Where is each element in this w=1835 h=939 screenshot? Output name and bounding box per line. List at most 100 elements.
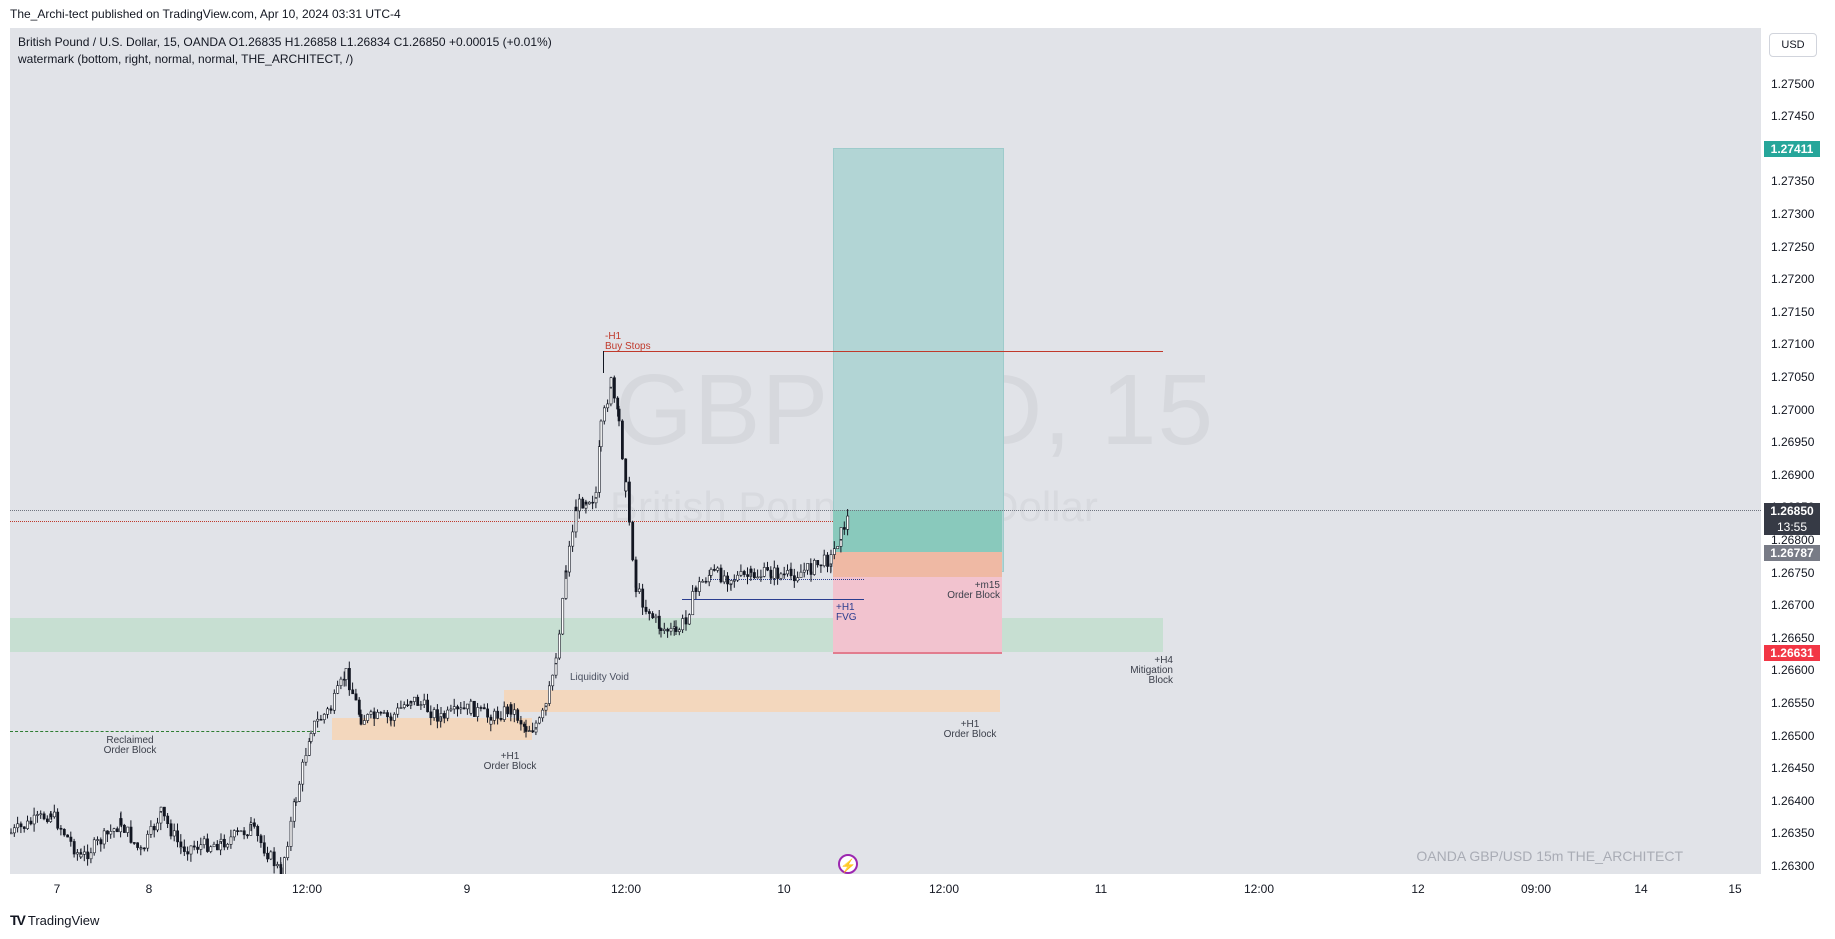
candle-body [12,827,16,834]
chart-area[interactable]: GBPUSD, 15 British Pound / U.S. Dollar -… [10,28,1761,874]
candle-body [472,700,476,717]
time-axis[interactable]: 7 8 12:00 9 12:00 10 12:00 11 12:00 12 09:00 14 15 [10,874,1761,904]
candle-body [246,834,249,837]
candle-body [687,614,691,625]
candle-body [561,598,565,635]
top-bar: The_Archi-tect published on TradingView.… [0,0,1835,28]
candle-body [537,717,541,724]
candle-body [262,842,266,854]
flash-icon[interactable]: ⚡ [838,854,858,874]
order-block-zone-right[interactable] [504,690,1000,712]
fvg-line[interactable] [682,599,864,600]
candle-body [232,830,236,838]
price-tick: 1.27300 [1771,207,1815,221]
candle-body [402,704,406,708]
candle-body [617,408,621,422]
candle-body [749,568,753,573]
candle-body [836,546,840,550]
price-tick: 1.26800 [1771,533,1815,547]
price-tick: 1.27050 [1771,370,1815,384]
candle-body [709,568,713,576]
candle-body [701,580,705,583]
candle-body [637,588,641,592]
price-tick: 1.26700 [1771,598,1815,613]
candle-body [832,548,836,555]
candle-body [72,841,76,855]
candle-body [506,706,510,715]
candle-body [452,706,456,710]
candle-body [666,628,670,632]
order-block-zone-left[interactable] [332,718,532,740]
candle-body [357,699,361,715]
candles[interactable] [10,28,1761,874]
entry-highlight [833,510,1002,553]
reclaimed-ob-line[interactable] [10,731,320,732]
candle-body [429,711,433,719]
candle-body [382,712,386,714]
candle-body [799,571,803,578]
candle-body [96,839,100,841]
candle-body [169,823,173,837]
currency-button[interactable]: USD [1769,33,1817,57]
candle-body [186,851,190,855]
price-tick: 1.26750 [1771,565,1815,580]
buy-stops-tick [603,351,604,373]
buy-stops-line[interactable] [603,351,1163,352]
price-tick: 1.27500 [1771,76,1815,91]
candle-body [119,818,123,826]
candle-body [209,846,213,852]
candle-body [524,726,528,732]
candle-body [584,501,588,505]
candle-body [16,823,20,829]
candle-body [163,806,166,817]
fvg-dotted-line [710,579,864,580]
buy-stops-label: -H1 Buy Stops [605,331,651,352]
candle-body [707,575,711,583]
candle-body [544,703,548,707]
legend-indicator-line: watermark (bottom, right, normal, normal… [18,52,354,66]
candle-body [39,813,43,816]
candle-body [599,420,603,447]
candle-body [742,571,746,575]
candle-body [286,846,290,858]
candle-body [196,846,200,850]
candle-body [512,709,516,715]
candle-body [509,704,513,715]
candle-body [42,813,46,820]
candle-body [627,481,631,523]
candle-body [842,527,846,530]
tradingview-logo[interactable]: TV TradingView [10,912,99,928]
candle-body [223,838,226,848]
candle-body [156,822,160,831]
candle-body [159,806,163,812]
candle-body [647,611,651,614]
candle-body [319,718,323,721]
candle-body [739,571,743,576]
candle-body [419,704,423,706]
candle-body [183,846,186,852]
time-tick: 9 [463,882,471,896]
price-tick: 1.26600 [1771,663,1815,678]
candle-body [499,718,503,720]
candle-body [659,628,663,631]
candle-body [369,711,373,715]
candle-body [616,397,620,410]
candle-body [276,864,279,867]
candle-body [59,827,63,830]
candle-body [612,377,616,399]
candle-body [426,699,430,713]
candle-body [301,761,305,785]
candle-body [577,498,581,512]
candle-body [83,851,86,855]
candle-body [641,588,645,608]
time-tick: 12:00 [928,882,960,896]
target-zone[interactable] [833,148,1004,572]
candle-body [49,813,53,818]
candle-body [846,515,850,530]
candle-body [109,831,113,835]
candle-body [492,710,496,721]
candle-body [406,704,410,707]
price-axis[interactable]: 1.26300 1.26350 1.26400 1.26450 1.26500 1.265… [1761,28,1835,874]
candle-body [482,707,486,710]
tradingview-icon: TV [10,912,26,928]
